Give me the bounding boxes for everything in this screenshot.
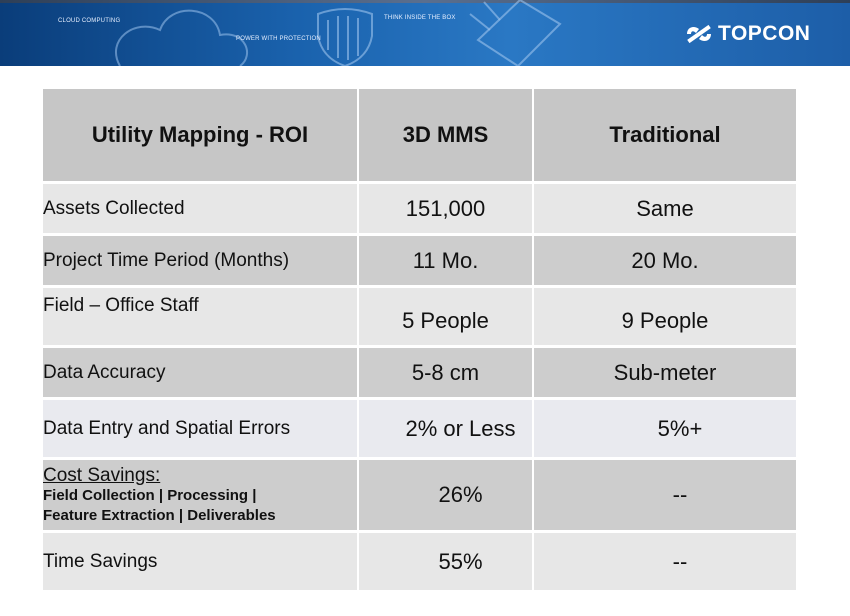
header-traditional: Traditional [533,89,796,184]
roi-table: Utility Mapping - ROI 3D MMS Traditional… [43,89,796,593]
banner-decoration [115,0,562,66]
cell-traditional: -- [533,531,796,593]
table-row-data-accuracy: Data Accuracy 5-8 cm Sub-meter [43,346,796,400]
cell-3d-mms: 26% [358,458,534,533]
cost-savings-title: Cost Savings: [43,464,161,486]
cell-traditional: 9 People [533,286,796,348]
row-label: Data Accuracy [43,346,359,400]
table-row-project-time-period: Project Time Period (Months) 11 Mo. 20 M… [43,234,796,288]
table-row-cost-savings: Cost Savings: Field Collection | Process… [43,458,796,533]
banner-tagline-protection: POWER WITH PROTECTION [236,36,321,42]
topcon-logo-icon [687,24,711,44]
cell-traditional: -- [533,458,796,533]
table-row-field-office-staff: Field – Office Staff 5 People 9 People [43,286,796,348]
table-header-row: Utility Mapping - ROI 3D MMS Traditional [43,89,796,184]
box-icon [469,0,562,66]
cost-savings-subtitle-1: Field Collection | Processing | [43,486,257,504]
cell-traditional: 20 Mo. [533,234,796,288]
row-label: Data Entry and Spatial Errors [43,398,359,460]
cost-savings-cell: Cost Savings: Field Collection | Process… [43,458,359,533]
header-banner: CLOUD COMPUTING POWER WITH PROTECTION TH… [0,0,850,66]
topcon-logo: TOPCON [684,20,810,48]
header-3d-mms: 3D MMS [358,89,534,184]
cell-3d-mms: 11 Mo. [358,234,534,288]
cell-traditional: 5%+ [533,398,796,460]
table-row-time-savings: Time Savings 55% -- [43,531,796,593]
header-utility-mapping-roi: Utility Mapping - ROI [43,89,359,184]
table-row-data-entry-errors: Data Entry and Spatial Errors 2% or Less… [43,398,796,460]
banner-top-stripe [0,0,850,3]
shield-icon [317,8,373,66]
cell-3d-mms: 5-8 cm [358,346,534,400]
banner-tagline-cloud: CLOUD COMPUTING [58,18,121,24]
row-label: Time Savings [43,531,359,593]
cell-traditional: Sub-meter [533,346,796,400]
cost-savings-subtitle-2: Feature Extraction | Deliverables [43,506,276,524]
cell-3d-mms: 5 People [358,286,534,348]
cell-3d-mms: 55% [358,531,534,593]
cell-3d-mms: 151,000 [358,182,534,236]
cloud-icon [115,9,249,66]
cell-3d-mms: 2% or Less [358,398,534,460]
row-label: Project Time Period (Months) [43,234,359,288]
table-row-assets-collected: Assets Collected 151,000 Same [43,182,796,236]
banner-tagline-box: THINK INSIDE THE BOX [384,15,456,21]
row-label: Field – Office Staff [43,286,359,348]
row-label: Assets Collected [43,182,359,236]
topcon-logo-text: TOPCON [718,22,811,45]
cell-traditional: Same [533,182,796,236]
